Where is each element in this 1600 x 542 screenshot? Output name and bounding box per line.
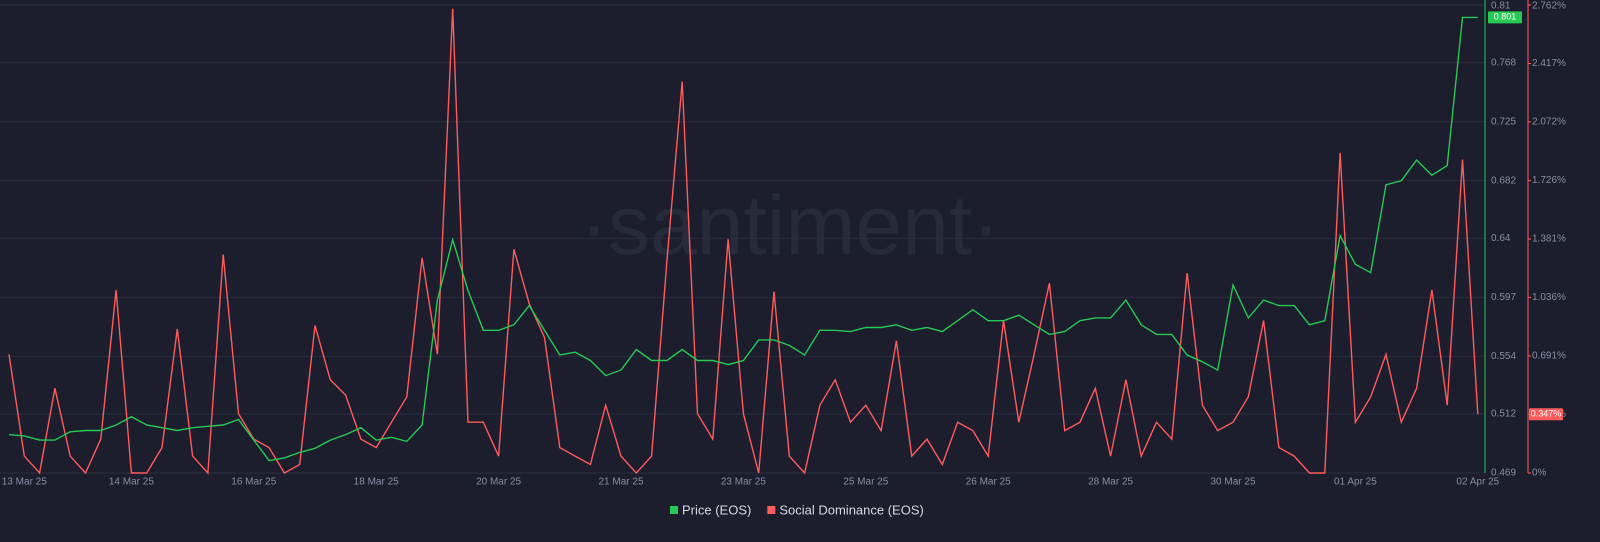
- y-tick-label: 0.554: [1491, 351, 1516, 362]
- x-tick-label: 01 Apr 25: [1334, 477, 1377, 488]
- series-line: [8, 16, 1478, 462]
- legend-item: Price (EOS): [670, 502, 751, 517]
- x-tick-label: 20 Mar 25: [476, 477, 521, 488]
- y2-tick-label: 1.381%: [1532, 234, 1566, 245]
- x-tick-label: 02 Apr 25: [1456, 477, 1499, 488]
- last-value-badge: [1488, 11, 1522, 24]
- y2-tick-label: 0.691%: [1532, 351, 1566, 362]
- y2-tick-label: 2.072%: [1532, 117, 1566, 128]
- y2-tick-label: 2.762%: [1532, 1, 1566, 12]
- legend-label: Price (EOS): [682, 502, 751, 517]
- y-tick-label: 0.597: [1491, 292, 1516, 303]
- x-tick-label: 23 Mar 25: [721, 477, 766, 488]
- x-tick-label: 18 Mar 25: [354, 477, 399, 488]
- legend: Price (EOS) Social Dominance (EOS): [670, 502, 924, 517]
- y-tick-label: 0.469: [1491, 468, 1516, 479]
- legend-swatch: [670, 506, 678, 514]
- y2-tick-label: 2.417%: [1532, 58, 1566, 69]
- y2-tick-label: 1.726%: [1532, 175, 1566, 186]
- watermark: ·santiment·: [580, 178, 1000, 272]
- x-tick-label: 16 Mar 25: [231, 477, 276, 488]
- x-tick-label: 14 Mar 25: [109, 477, 154, 488]
- y2-tick-label: 0%: [1532, 468, 1547, 479]
- y-tick-label: 0.682: [1491, 175, 1516, 186]
- y-tick-label: 0.725: [1491, 116, 1516, 127]
- x-tick-label: 26 Mar 25: [966, 477, 1011, 488]
- last-value-label: 0.801: [1494, 12, 1517, 22]
- legend-item: Social Dominance (EOS): [767, 502, 924, 517]
- y-tick-label: 0.64: [1491, 233, 1511, 244]
- x-tick-label: 21 Mar 25: [598, 477, 643, 488]
- legend-label: Social Dominance (EOS): [779, 502, 924, 517]
- x-tick-label: 25 Mar 25: [843, 477, 888, 488]
- last-value-badge: [1529, 408, 1563, 421]
- y-tick-label: 0.81: [1491, 1, 1511, 12]
- legend-swatch: [767, 506, 776, 514]
- y-tick-label: 0.512: [1491, 409, 1516, 420]
- x-tick-label: 28 Mar 25: [1088, 477, 1133, 488]
- x-tick-label: 13 Mar 25: [2, 477, 47, 488]
- x-tick-label: 30 Mar 25: [1210, 477, 1255, 488]
- y-tick-label: 0.768: [1491, 57, 1516, 68]
- y2-tick-label: 1.036%: [1532, 292, 1566, 303]
- last-value-label: 0.347%: [1531, 409, 1562, 419]
